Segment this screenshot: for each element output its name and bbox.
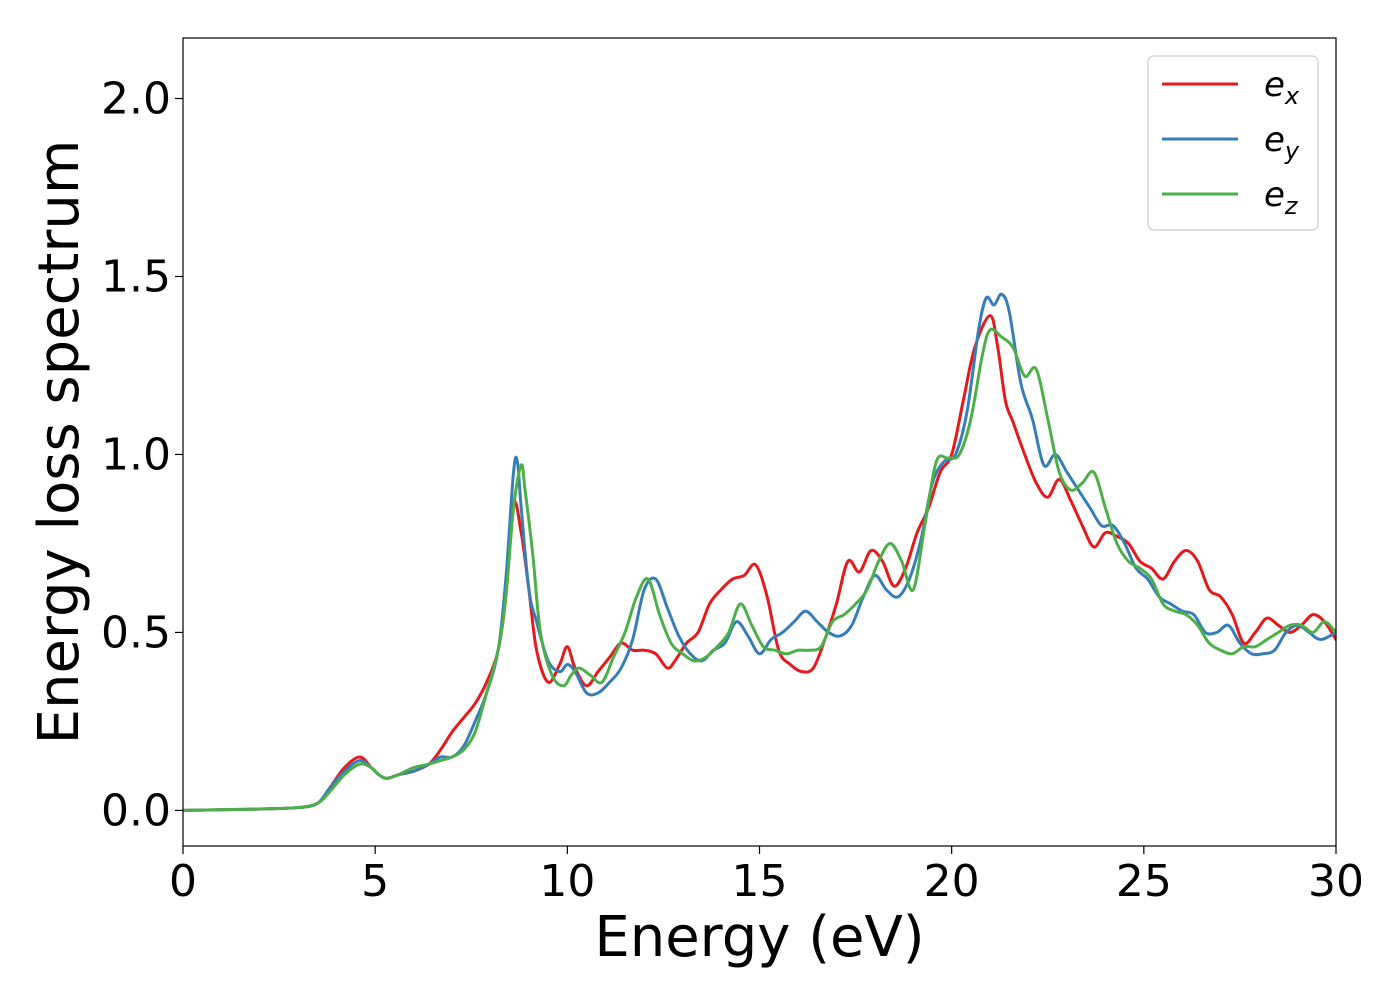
legend-label-y: ey (1264, 120, 1300, 165)
y-axis-title: Energy loss spectrum (27, 140, 92, 745)
series-line-y (183, 292, 1336, 812)
legend-label-base: e (1264, 120, 1285, 160)
x-tick-label: 15 (732, 856, 788, 907)
series-line-x (183, 314, 1336, 812)
y-tick-label: 1.0 (101, 429, 171, 480)
series-line-z (183, 327, 1336, 812)
legend-box (1147, 55, 1319, 231)
x-tick-label: 5 (361, 856, 389, 907)
x-tick-label: 20 (924, 856, 980, 907)
x-axis-title: Energy (eV) (594, 905, 924, 970)
y-tick-label: 0.5 (101, 607, 171, 658)
legend-label-base: e (1264, 65, 1285, 105)
y-axis-ticks: 0.0 0.5 1.0 1.5 2.0 (101, 74, 183, 836)
x-tick-label: 25 (1116, 856, 1172, 907)
legend-label-subscript: z (1284, 192, 1299, 220)
x-tick-label: 10 (539, 856, 595, 907)
y-tick-label: 1.5 (101, 251, 171, 302)
legend-label-subscript: y (1284, 137, 1300, 165)
legend-label-x: ex (1264, 65, 1300, 110)
legend-label-z: ez (1264, 175, 1299, 220)
x-tick-label: 30 (1308, 856, 1364, 907)
legend-label-subscript: x (1284, 82, 1300, 110)
series-layer (183, 292, 1336, 812)
x-axis-ticks: 0 5 10 15 20 25 30 (169, 846, 1364, 907)
y-tick-label: 2.0 (101, 74, 171, 125)
x-tick-label: 0 (169, 856, 197, 907)
legend-label-base: e (1264, 175, 1285, 215)
y-tick-label: 0.0 (101, 785, 171, 836)
